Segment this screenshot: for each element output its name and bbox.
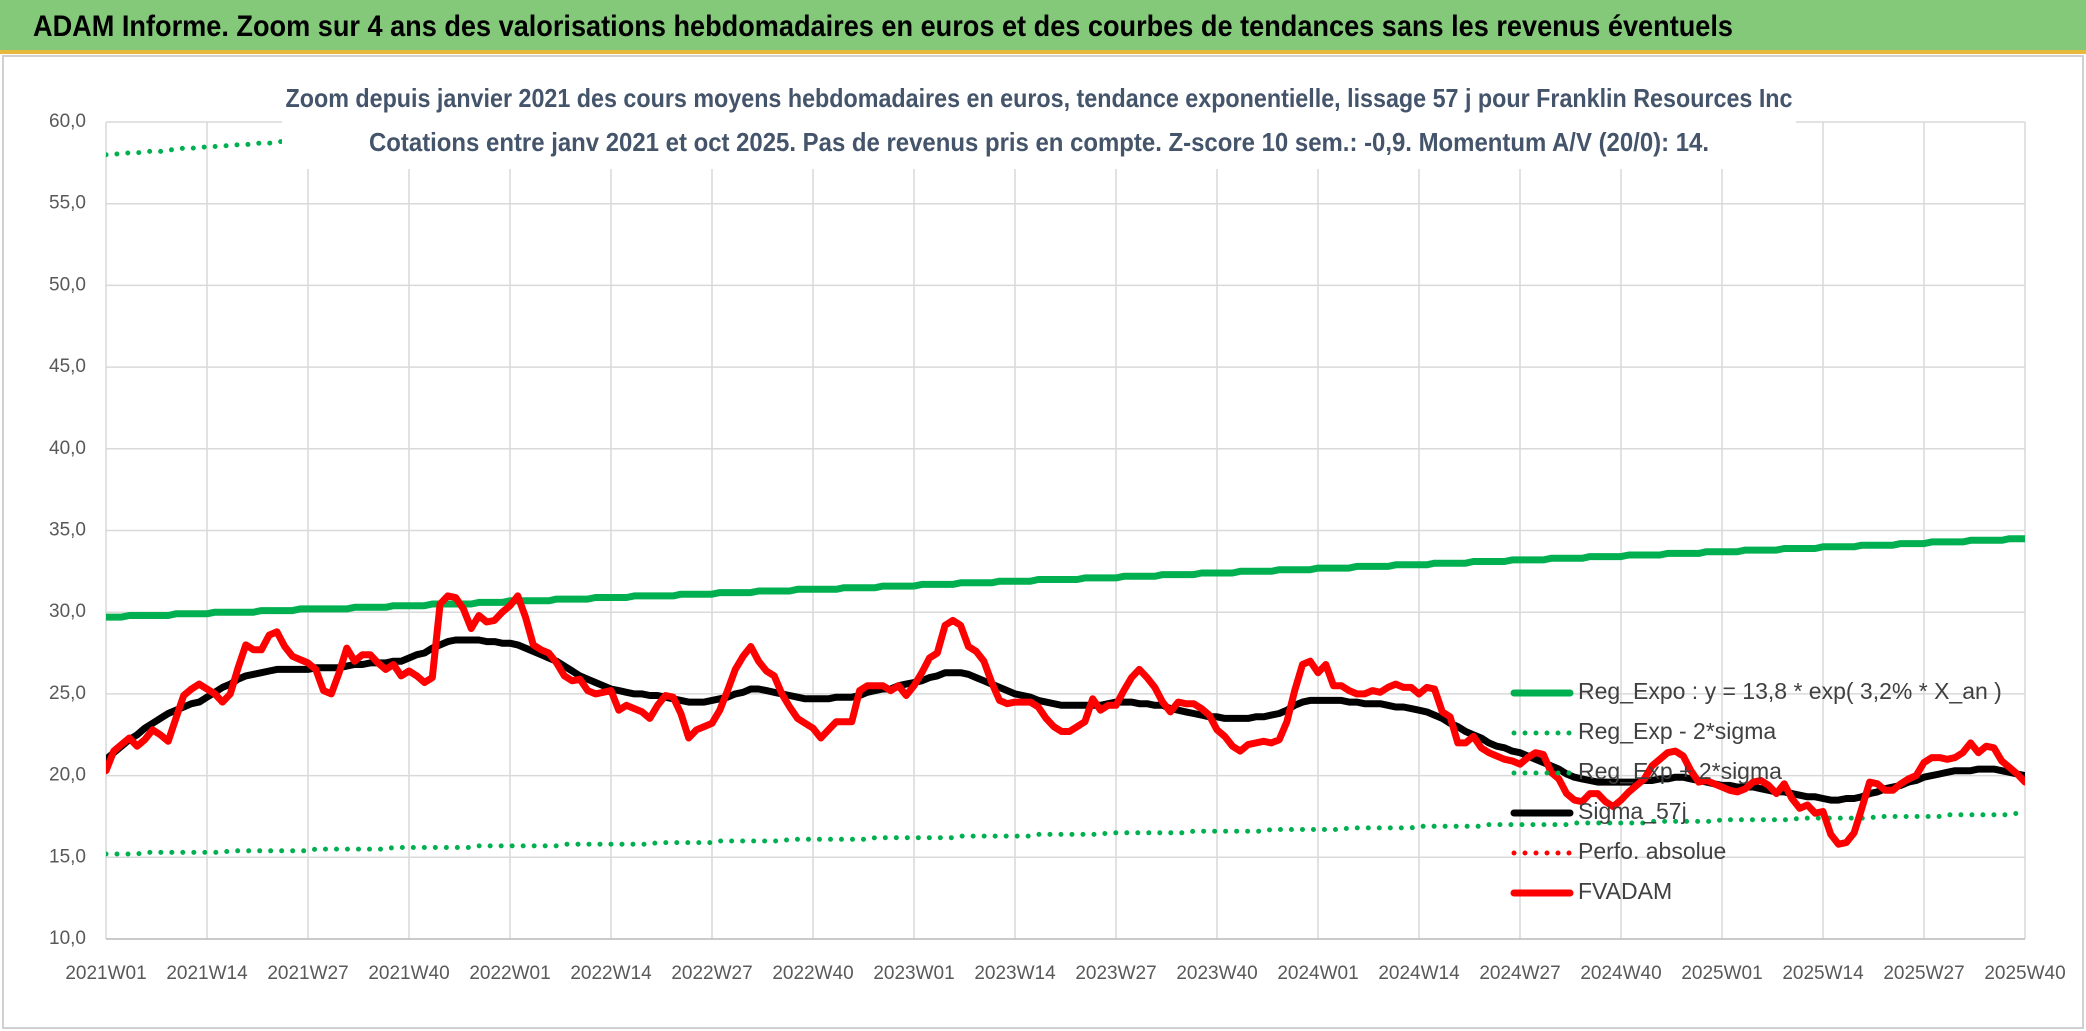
x-tick-label: 2024W01 <box>1277 963 1358 984</box>
legend-label: Reg_Exp + 2*sigma <box>1578 758 1782 784</box>
header-title: ADAM Informe. Zoom sur 4 ans des valoris… <box>33 10 1733 43</box>
series-line <box>106 810 2025 857</box>
x-tick-label: 2022W27 <box>671 963 752 984</box>
header-bar <box>0 0 2086 54</box>
x-tick-label: 2025W27 <box>1883 963 1964 984</box>
series-line <box>106 592 2025 848</box>
header-rule <box>0 50 2086 54</box>
y-tick-label: 10,0 <box>49 928 86 949</box>
chart-frame <box>2 55 2084 1029</box>
x-tick-label: 2022W14 <box>570 963 652 984</box>
y-tick-label: 60,0 <box>49 111 86 132</box>
y-tick-label: 25,0 <box>49 683 86 704</box>
legend-label: Reg_Expo : y = 13,8 * exp( 3,2% * X_an ) <box>1578 678 2002 704</box>
legend: Reg_Expo : y = 13,8 * exp( 3,2% * X_an )… <box>1510 678 2002 904</box>
y-tick-label: 20,0 <box>49 765 86 786</box>
chart-title: Zoom depuis janvier 2021 des cours moyen… <box>286 83 1793 113</box>
y-tick-label: 35,0 <box>49 520 86 541</box>
title-box <box>282 77 1796 169</box>
legend-label: FVADAM <box>1578 878 1672 904</box>
x-tick-label: 2025W01 <box>1681 963 1762 984</box>
chart-subtitle: Cotations entre janv 2021 et oct 2025. P… <box>369 127 1709 157</box>
x-tick-label: 2024W40 <box>1580 963 1661 984</box>
x-tick-label: 2021W27 <box>267 963 348 984</box>
x-tick-label: 2023W01 <box>873 963 954 984</box>
y-tick-label: 45,0 <box>49 356 86 377</box>
x-tick-label: 2021W01 <box>65 963 146 984</box>
y-tick-label: 30,0 <box>49 601 86 622</box>
series-line <box>106 535 2025 621</box>
x-tick-label: 2025W14 <box>1782 963 1864 984</box>
y-tick-label: 55,0 <box>49 193 86 214</box>
x-tick-label: 2023W14 <box>974 963 1056 984</box>
x-tick-label: 2023W40 <box>1176 963 1257 984</box>
legend-label: Sigma_57j <box>1578 798 1687 824</box>
x-tick-label: 2022W40 <box>772 963 853 984</box>
x-tick-label: 2024W14 <box>1378 963 1460 984</box>
y-tick-label: 15,0 <box>49 846 86 867</box>
x-tick-label: 2021W40 <box>368 963 449 984</box>
y-tick-label: 50,0 <box>49 274 86 295</box>
x-tick-label: 2021W14 <box>166 963 248 984</box>
x-tick-label: 2022W01 <box>469 963 550 984</box>
x-tick-label: 2023W27 <box>1075 963 1156 984</box>
x-tick-label: 2025W40 <box>1984 963 2065 984</box>
legend-label: Reg_Exp - 2*sigma <box>1578 718 1776 744</box>
x-tick-label: 2024W27 <box>1479 963 1560 984</box>
y-tick-label: 40,0 <box>49 438 86 459</box>
legend-label: Perfo. absolue <box>1578 838 1726 864</box>
